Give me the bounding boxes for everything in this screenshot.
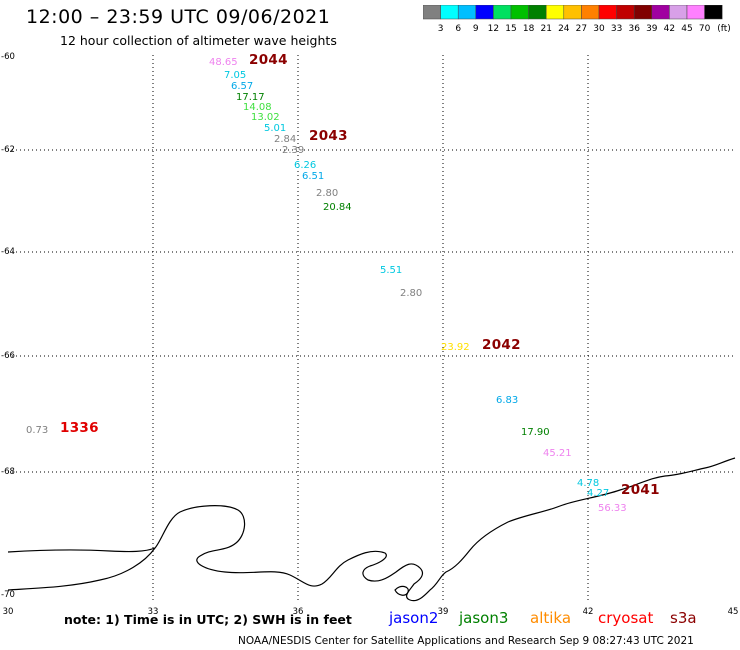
colorbar-label: 30: [593, 24, 605, 34]
colorbar-label: 9: [473, 24, 479, 34]
swh-value-label: 45.21: [543, 448, 572, 459]
colorbar-label: 18: [523, 24, 535, 34]
colorbar-unit: (ft): [717, 24, 731, 34]
swh-value-label: 5.51: [380, 265, 403, 276]
swh-value-label: 23.92: [441, 342, 470, 353]
pass-time-label: 2042: [482, 337, 521, 353]
swh-value-label: 5.01: [264, 123, 287, 134]
map-subtitle: 12 hour collection of altimeter wave hei…: [60, 33, 337, 48]
pass-time-label: 2041: [621, 482, 660, 498]
y-tick-label: -60: [1, 52, 15, 62]
colorbar-label: 6: [455, 24, 461, 34]
grid-lines: [8, 55, 735, 603]
swh-value-label: 0.73: [26, 425, 49, 436]
satellite-legend-jason2: jason2: [389, 609, 439, 627]
coastline-secondary: [7, 547, 156, 553]
footer-credit: NOAA/NESDIS Center for Satellite Applica…: [238, 635, 694, 647]
satellite-legend-jason3: jason3: [459, 609, 509, 627]
swh-value-label: 48.65: [209, 57, 238, 68]
coastline: [7, 457, 736, 602]
colorbar-label: 36: [628, 24, 640, 34]
footer-note: note: 1) Time is in UTC; 2) SWH is in fe…: [64, 612, 352, 627]
swh-value-label: 13.02: [251, 112, 280, 123]
colorbar-swatch: [704, 5, 723, 20]
colorbar-label: 33: [611, 24, 622, 34]
colorbar-label: 15: [505, 24, 516, 34]
satellite-legend-cryosat: cryosat: [598, 609, 654, 627]
swh-value-label: 6.51: [302, 171, 325, 182]
x-tick-label: 36: [293, 607, 304, 617]
swh-value-label: 7.05: [224, 70, 247, 81]
colorbar-label: 39: [646, 24, 658, 34]
island: [394, 585, 409, 596]
swh-value-label: 14.08: [243, 102, 272, 113]
x-tick-label: 39: [438, 607, 449, 617]
pass-time-label: 2044: [249, 52, 288, 68]
satellite-legend-altika: altika: [530, 609, 572, 627]
swh-value-label: 2.39: [282, 145, 305, 156]
x-tick-label: 33: [148, 607, 159, 617]
swh-value-label: 4.78: [577, 478, 600, 489]
satellite-legend-s3a: s3a: [670, 609, 697, 627]
colorbar-label: 27: [576, 24, 587, 34]
swh-value-label: 56.33: [598, 503, 627, 514]
swh-value-label: 2.80: [400, 288, 423, 299]
y-tick-label: -66: [1, 351, 15, 361]
colorbar-label: 12: [488, 24, 499, 34]
swh-value-label: 2.80: [316, 188, 339, 199]
map-title: 12:00 – 23:59 UTC 09/06/2021: [26, 6, 331, 28]
colorbar-label: 42: [664, 24, 675, 34]
pass-time-label: 1336: [60, 420, 99, 436]
swh-value-label: 20.84: [323, 202, 352, 213]
colorbar-label: 24: [558, 24, 570, 34]
swh-value-label: 2.84: [274, 134, 297, 145]
y-tick-label: -62: [1, 145, 15, 155]
swh-value-label: 6.26: [294, 160, 317, 171]
y-tick-label: -70: [1, 590, 15, 600]
swh-value-label: 4.27: [587, 488, 610, 499]
colorbar-label: 45: [681, 24, 692, 34]
swh-value-label: 17.17: [236, 92, 265, 103]
colorbar-label: 3: [438, 24, 444, 34]
colorbar-label: 70: [699, 24, 711, 34]
swh-value-label: 6.57: [231, 81, 254, 92]
swh-value-label: 17.90: [521, 427, 550, 438]
y-tick-label: -64: [1, 247, 15, 257]
colorbar-legend: 3 6 9 12 15 18 21 24 27 30 33 36 39 42 45 70 (ft): [423, 5, 731, 34]
swh-value-label: 6.83: [496, 395, 519, 406]
colorbar-label: 21: [540, 24, 551, 34]
y-tick-label: -68: [1, 467, 15, 477]
pass-time-label: 2043: [309, 128, 348, 144]
x-tick-label: 45: [728, 607, 739, 617]
x-tick-label: 30: [3, 607, 14, 617]
x-tick-label: 42: [583, 607, 594, 617]
